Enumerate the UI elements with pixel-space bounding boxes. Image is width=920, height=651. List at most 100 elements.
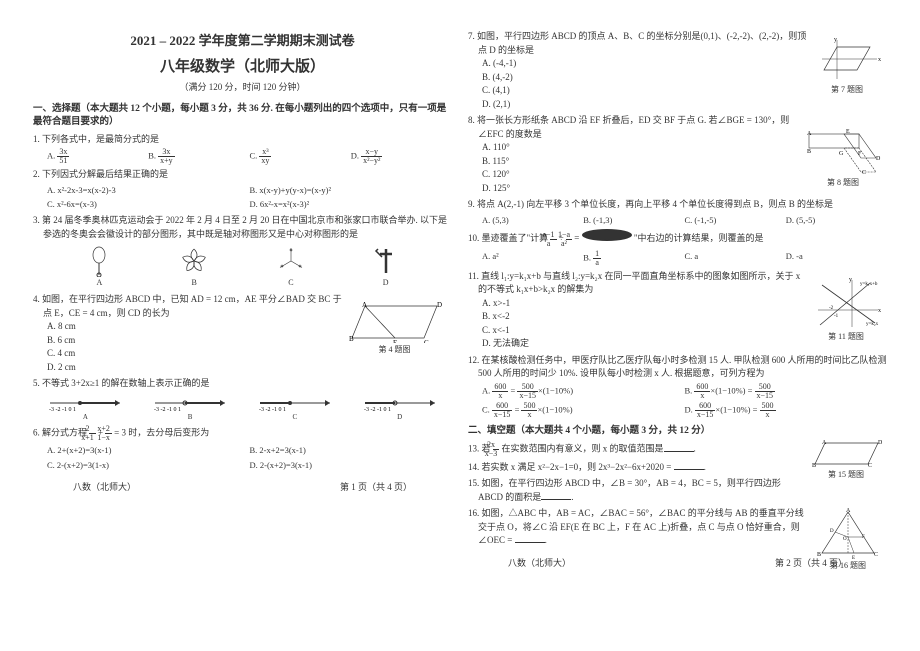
q6-options-r2: C. 2-(x+2)=3(1-x) D. 2-(x+2)=3(x-1)	[47, 459, 452, 472]
question-16: 16. 如图，△ABC 中，AB = AC，∠BAC = 56°，∠BAC 的平…	[468, 507, 887, 548]
svg-text:A: A	[362, 301, 367, 309]
svg-text:-3 -2 -1 0 1: -3 -2 -1 0 1	[364, 407, 391, 412]
q2-options-r2: C. x²-6x=(x-3) D. 6x²-x=x²(x-3)²	[47, 198, 452, 211]
q5-nl-C: -3 -2 -1 0 1C	[255, 394, 335, 423]
svg-text:G: G	[839, 151, 844, 157]
q1-options: A. 3x51 B. 3xx+y C. x³xy D. x−yx²−y²	[47, 148, 452, 165]
svg-text:D: D	[876, 156, 881, 162]
question-8: 8. 将一张长方形纸条 ABCD 沿 EF 折叠后，ED 交 BF 于点 G. …	[468, 114, 887, 195]
q2-B: B. x(x-y)+y(y-x)=(x-y)²	[250, 184, 453, 197]
question-7: 7. 如图，平行四边形 ABCD 的顶点 A、B、C 的坐标分别是(0,1)、(…	[468, 30, 887, 111]
svg-text:D: D	[437, 301, 442, 309]
q1-C: C. x³xy	[250, 148, 351, 165]
q12-text: 12. 在某核酸检测任务中，甲医疗队比乙医疗队每小时多检测 15 人. 甲队检测…	[478, 354, 887, 381]
q12-A: A. 600x = 500x−15×(1−10%)	[482, 383, 685, 400]
footer-left-page: 第 1 页（共 4 页）	[340, 480, 412, 493]
q11-figure: y=k₁x+by=k₂xxy-1-2 第 11 题图	[810, 275, 882, 343]
svg-text:B: B	[817, 552, 821, 558]
svg-text:O: O	[843, 537, 847, 542]
q4-cap: 第 4 题图	[347, 344, 442, 356]
left-column: 2021 – 2022 学年度第二学期期末测试卷 八年级数学（北师大版） （满分…	[25, 30, 460, 636]
q5-nl-B: -3 -2 -1 0 1B	[150, 394, 230, 423]
q6-D: D. 2-(x+2)=3(x-1)	[250, 459, 453, 472]
svg-text:E: E	[852, 556, 855, 559]
title-main: 2021 – 2022 学年度第二学期期末测试卷	[33, 30, 452, 49]
q1-A: A. 3x51	[47, 148, 148, 165]
svg-text:C: C	[862, 170, 866, 176]
q2-text: 2. 下列因式分解最后结果正确的是	[43, 168, 452, 182]
q10-A: A. a²	[482, 250, 583, 267]
q2-A: A. x²-2x-3=x(x-2)-3	[47, 184, 250, 197]
svg-text:-3 -2 -1 0 1: -3 -2 -1 0 1	[49, 407, 76, 412]
svg-text:D: D	[878, 440, 882, 446]
q6-text: 6. 解分式方程 2x+1 + x+21−x = 3 时，去分母后变形为	[43, 425, 452, 442]
q3-icon-C: C	[275, 245, 307, 289]
question-9: 9. 将点 A(2,-1) 向左平移 3 个单位长度，再向上平移 4 个单位长度…	[468, 198, 887, 226]
q10-C: C. a	[685, 250, 786, 267]
q9-B: B. (-1,3)	[583, 214, 684, 227]
q5-text: 5. 不等式 3+2x≥1 的解在数轴上表示正确的是	[43, 377, 452, 391]
svg-text:x: x	[878, 308, 881, 314]
svg-text:y: y	[849, 277, 852, 283]
svg-text:x: x	[878, 57, 881, 63]
q16-cap: 第 16 题图	[814, 560, 882, 572]
q5-nl-D: -3 -2 -1 0 1D	[360, 394, 440, 423]
svg-text:-3 -2 -1 0 1: -3 -2 -1 0 1	[259, 407, 286, 412]
title-meta: （满分 120 分，时间 120 分钟）	[33, 80, 452, 93]
q7-cap: 第 7 题图	[812, 84, 882, 96]
q10-D: D. -a	[786, 250, 887, 267]
right-column: 7. 如图，平行四边形 ABCD 的顶点 A、B、C 的坐标分别是(0,1)、(…	[460, 30, 895, 636]
svg-text:F: F	[862, 535, 865, 540]
q12-options-r2: C. 600x−15 = 500x×(1−10%) D. 600x−15×(1−…	[482, 402, 887, 419]
question-5: 5. 不等式 3+2x≥1 的解在数轴上表示正确的是 -3 -2 -1 0 1A…	[33, 377, 452, 422]
q15-text: 15. 如图，在平行四边形 ABCD 中，∠B = 30°，AB = 4，BC …	[478, 477, 887, 504]
ink-blot-icon	[582, 229, 632, 241]
q15-figure: ADBC 第 15 题图	[810, 438, 882, 481]
question-3: 3. 第 24 届冬季奥林匹克运动会于 2022 年 2 月 4 日至 2 月 …	[33, 214, 452, 289]
svg-text:y: y	[834, 37, 837, 43]
q6-B: B. 2-x+2=3(x-1)	[250, 444, 453, 457]
q5-numberlines: -3 -2 -1 0 1A -3 -2 -1 0 1B -3 -2 -1 0 1…	[33, 394, 452, 423]
svg-text:D: D	[830, 529, 834, 534]
q6-options-r1: A. 2+(x+2)=3(x-1) B. 2-x+2=3(x-1)	[47, 444, 452, 457]
q9-C: C. (-1,-5)	[685, 214, 786, 227]
footer-right-name: 八数（北师大）	[508, 556, 571, 569]
svg-text:y=k₂x: y=k₂x	[866, 322, 879, 327]
question-2: 2. 下列因式分解最后结果正确的是 A. x²-2x-3=x(x-2)-3 B.…	[33, 168, 452, 211]
question-15: 15. 如图，在平行四边形 ABCD 中，∠B = 30°，AB = 4，BC …	[468, 477, 887, 504]
question-1: 1. 下列各式中，是最简分式的是 A. 3x51 B. 3xx+y C. x³x…	[33, 133, 452, 166]
q3-icon-A: A	[85, 245, 113, 289]
footer-left-name: 八数（北师大）	[73, 480, 136, 493]
question-4: 4. 如图，在平行四边形 ABCD 中，已知 AD = 12 cm，AE 平分∠…	[33, 293, 452, 374]
q1-D: D. x−yx²−y²	[351, 148, 452, 165]
q12-C: C. 600x−15 = 500x×(1−10%)	[482, 402, 685, 419]
section2-head: 二、填空题（本大题共 4 个小题，每小题 3 分，共 12 分）	[468, 425, 887, 438]
q5-nl-A: -3 -2 -1 0 1A	[45, 394, 125, 423]
question-14: 14. 若实数 x 满足 x²−2x−1=0，则 2x³−2x²−6x+2020…	[468, 461, 887, 475]
question-10: 10. 墨迹覆盖了"计算 a−1a ÷ 1−aa² = "中右边的计算结果，则覆…	[468, 229, 887, 266]
q8-figure: AEBGFDC 第 8 题图	[804, 126, 882, 189]
q4-D: D. 2 cm	[47, 361, 452, 375]
q6-C: C. 2-(x+2)=3(1-x)	[47, 459, 250, 472]
q11-cap: 第 11 题图	[810, 331, 882, 343]
svg-text:B: B	[807, 149, 811, 155]
q12-D: D. 600x−15×(1−10%) = 500x	[685, 402, 888, 419]
question-13: 13. 若 2xx−3 在实数范围内有意义，则 x 的取值范围是. ADBC 第…	[468, 441, 887, 458]
q2-D: D. 6x²-x=x²(x-3)²	[250, 198, 453, 211]
q12-B: B. 600x×(1−10%) = 500x−15	[685, 383, 888, 400]
q7-figure: x y 第 7 题图	[812, 35, 882, 96]
q9-options: A. (5,3) B. (-1,3) C. (-1,-5) D. (5,-5)	[482, 214, 887, 227]
svg-text:C: C	[424, 339, 429, 343]
q3-icon-D: D	[372, 245, 400, 289]
svg-text:-1: -1	[834, 314, 839, 319]
q8-cap: 第 8 题图	[804, 177, 882, 189]
svg-text:y=k₁x+b: y=k₁x+b	[860, 282, 878, 287]
q7-D: D. (2,1)	[482, 98, 887, 112]
q4-figure: ADBEC 第 4 题图	[347, 301, 442, 356]
q10-options: A. a² B. 1a C. a D. -a	[482, 250, 887, 267]
title-sub: 八年级数学（北师大版）	[33, 55, 452, 76]
q3-icon-B: B	[178, 245, 210, 289]
q12-options-r1: A. 600x = 500x−15×(1−10%) B. 600x×(1−10%…	[482, 383, 887, 400]
section1-head: 一、选择题（本大题共 12 个小题，每小题 3 分，共 36 分. 在每小题列出…	[33, 103, 452, 130]
q9-D: D. (5,-5)	[786, 214, 887, 227]
